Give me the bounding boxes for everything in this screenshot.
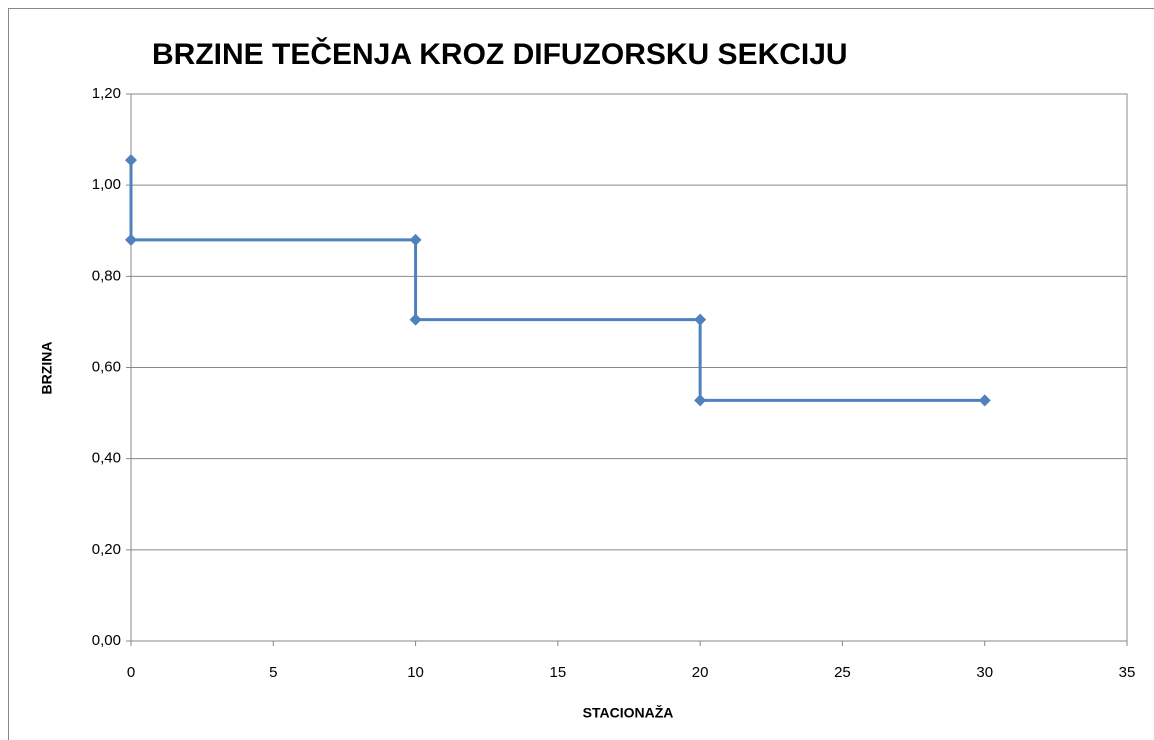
x-tick-label: 10 xyxy=(407,664,424,681)
data-point xyxy=(694,394,707,407)
data-point xyxy=(409,233,422,246)
data-point xyxy=(978,394,991,407)
x-tick-label: 30 xyxy=(976,664,993,681)
series-line xyxy=(129,160,985,402)
data-point xyxy=(694,313,707,326)
y-tick-label: 1,20 xyxy=(92,85,121,102)
y-tick-label: 0,00 xyxy=(92,632,121,649)
data-point xyxy=(125,154,137,167)
y-axis-title: BRZINA xyxy=(39,342,55,395)
x-tick-label: 35 xyxy=(1119,664,1136,681)
data-point xyxy=(409,313,422,326)
x-axis-title: STACIONAŽA xyxy=(583,704,674,721)
x-tick-label: 25 xyxy=(834,664,851,681)
y-tick-label: 1,00 xyxy=(92,176,121,193)
y-tick-label: 0,20 xyxy=(92,541,121,558)
x-tick-label: 0 xyxy=(127,664,135,681)
x-tick-label: 20 xyxy=(692,664,709,681)
data-point xyxy=(125,233,137,246)
x-tick-label: 15 xyxy=(550,664,567,681)
chart-title: BRZINE TEČENJA KROZ DIFUZORSKU SEKCIJU xyxy=(152,37,848,71)
x-tick-label: 5 xyxy=(269,664,277,681)
y-tick-label: 0,40 xyxy=(92,450,121,467)
y-tick-label: 0,60 xyxy=(92,358,121,375)
chart-border xyxy=(8,8,1154,740)
y-tick-label: 0,80 xyxy=(92,267,121,284)
